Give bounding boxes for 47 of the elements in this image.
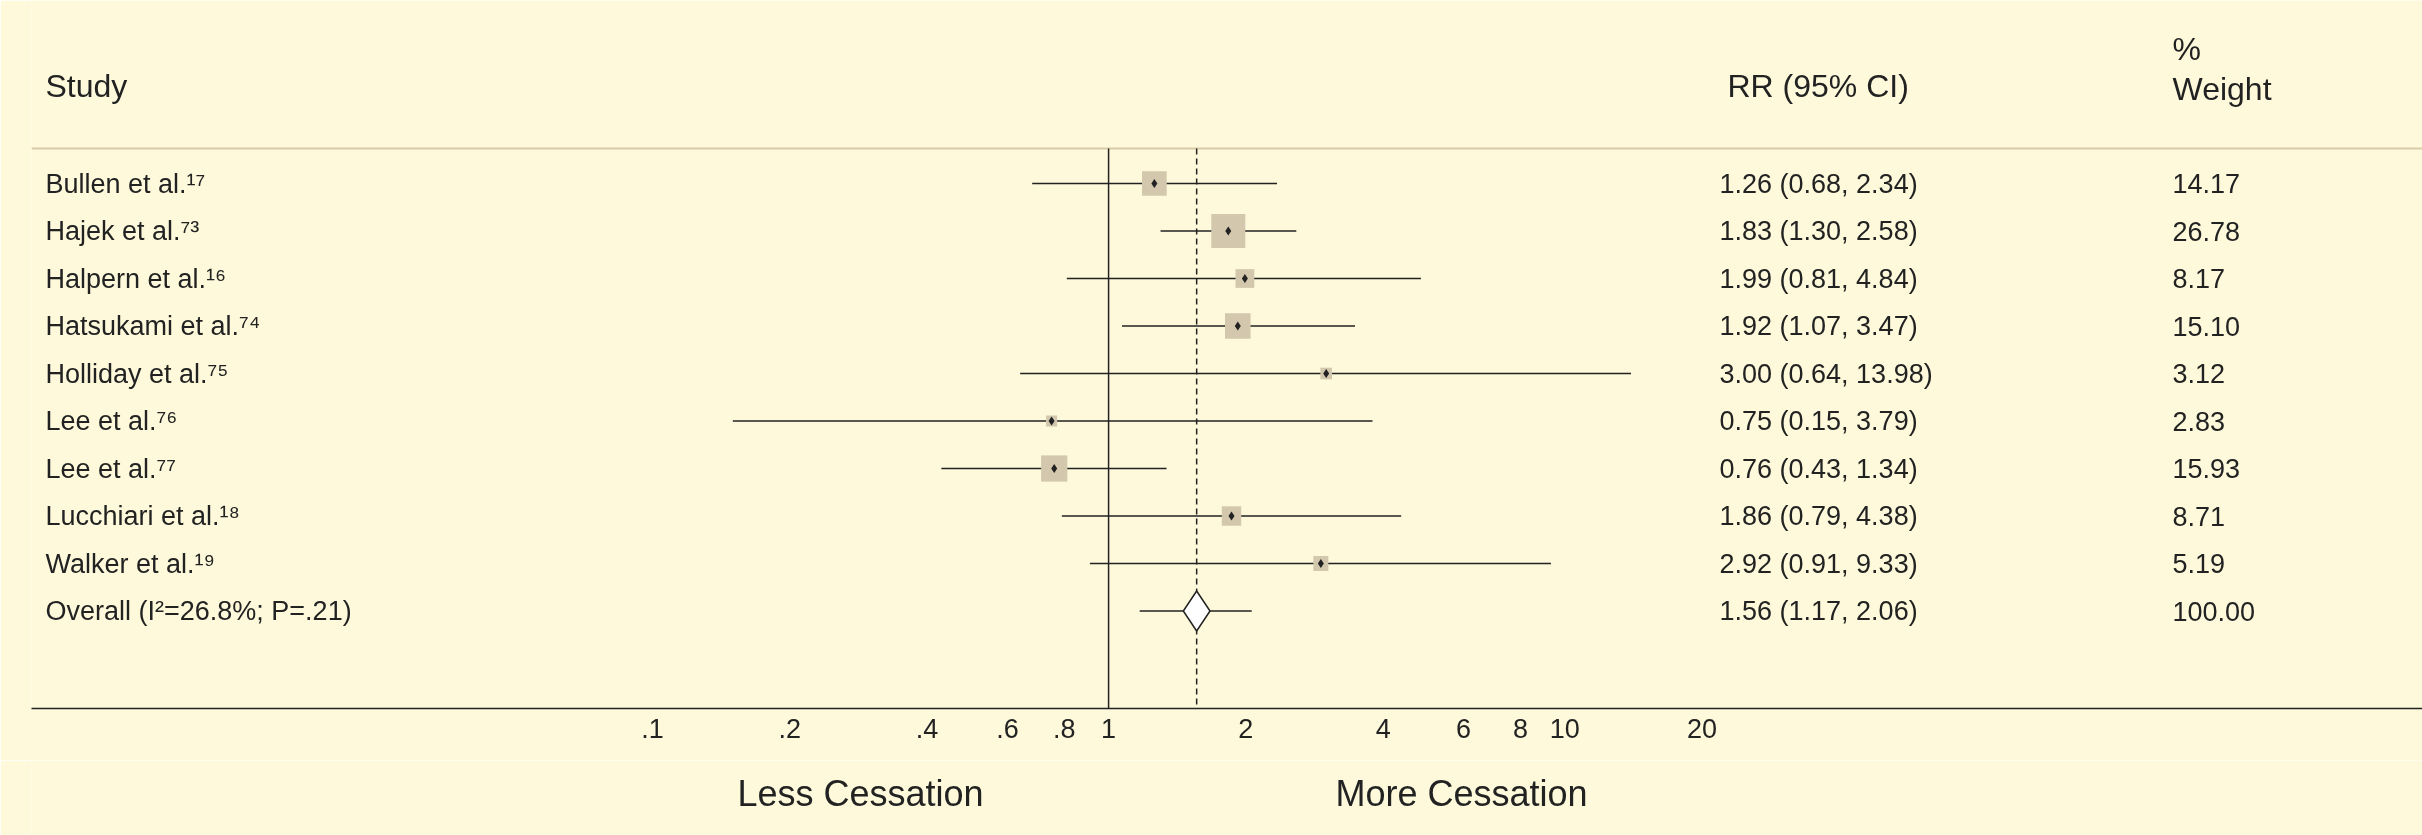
- y-tick-label: Walker et al.¹⁹: [45, 548, 216, 579]
- annotation: 15.93: [2172, 454, 2241, 484]
- text: 2.92 (0.91, 9.33): [1719, 548, 1918, 579]
- annotation: 15.10: [2172, 311, 2241, 342]
- text: 1.92 (1.07, 3.47): [1719, 311, 1918, 341]
- text: 0.75 (0.15, 3.79): [1719, 406, 1918, 436]
- y-tick-label: Hatsukami et al.⁷⁴: [45, 311, 261, 341]
- text: More Cessation: [1335, 773, 1588, 814]
- text: 3.00 (0.64, 13.98): [1719, 358, 1933, 389]
- text: 1.99 (0.81, 4.84): [1719, 263, 1918, 294]
- x-tick-label: 20: [1686, 713, 1717, 744]
- annotation: 3.12: [2172, 359, 2226, 389]
- text: % Weight: [2172, 30, 2272, 107]
- y-tick-label: Holliday et al.⁷⁵: [45, 358, 229, 389]
- x-tick-label: 6: [1455, 713, 1472, 744]
- x-tick-label: 8: [1512, 713, 1528, 744]
- x-tick-label: 4: [1375, 713, 1391, 744]
- annotation: 100.00: [2172, 596, 2256, 627]
- text: 1.86 (0.79, 4.38): [1719, 501, 1918, 531]
- text: 0.76 (0.43, 1.34): [1719, 453, 1918, 484]
- annotation: 8.71: [2172, 501, 2226, 532]
- y-tick-label: Lucchiari et al.¹⁸: [45, 501, 240, 531]
- text: Study: [45, 67, 128, 104]
- x-tick-label: 2: [1238, 713, 1254, 744]
- y-tick-label: Halpern et al.¹⁶: [45, 263, 227, 294]
- x-tick-label: .4: [915, 713, 939, 744]
- x-tick-label: .1: [641, 713, 664, 744]
- text: Less Cessation: [737, 773, 984, 814]
- x-tick-label: 1: [1101, 713, 1117, 744]
- x-tick-label: .2: [778, 713, 802, 744]
- y-tick-label: Bullen et al.¹⁷: [45, 168, 206, 199]
- y-tick-label: Lee et al.⁷⁶: [45, 406, 178, 436]
- annotation: 14.17: [2172, 169, 2241, 199]
- x-tick-label: .6: [996, 713, 1019, 744]
- annotation: 26.78: [2172, 216, 2241, 247]
- x-tick-label: 10: [1549, 713, 1580, 744]
- annotation: 8.17: [2172, 264, 2226, 294]
- text: RR (95% CI): [1727, 67, 1909, 104]
- y-tick-label: Hajek et al.⁷³: [45, 216, 200, 246]
- text: 1.56 (1.17, 2.06): [1719, 596, 1918, 626]
- annotation: 5.19: [2172, 549, 2226, 579]
- annotation: 2.83: [2172, 406, 2226, 437]
- text: 1.83 (1.30, 2.58): [1719, 216, 1918, 246]
- x-tick-label: .8: [1053, 713, 1076, 744]
- y-tick-label: Lee et al.⁷⁷: [45, 453, 177, 484]
- y-tick-label: Overall (I²=26.8%; P=.21): [45, 596, 352, 626]
- text: 1.26 (0.68, 2.34): [1719, 168, 1918, 199]
